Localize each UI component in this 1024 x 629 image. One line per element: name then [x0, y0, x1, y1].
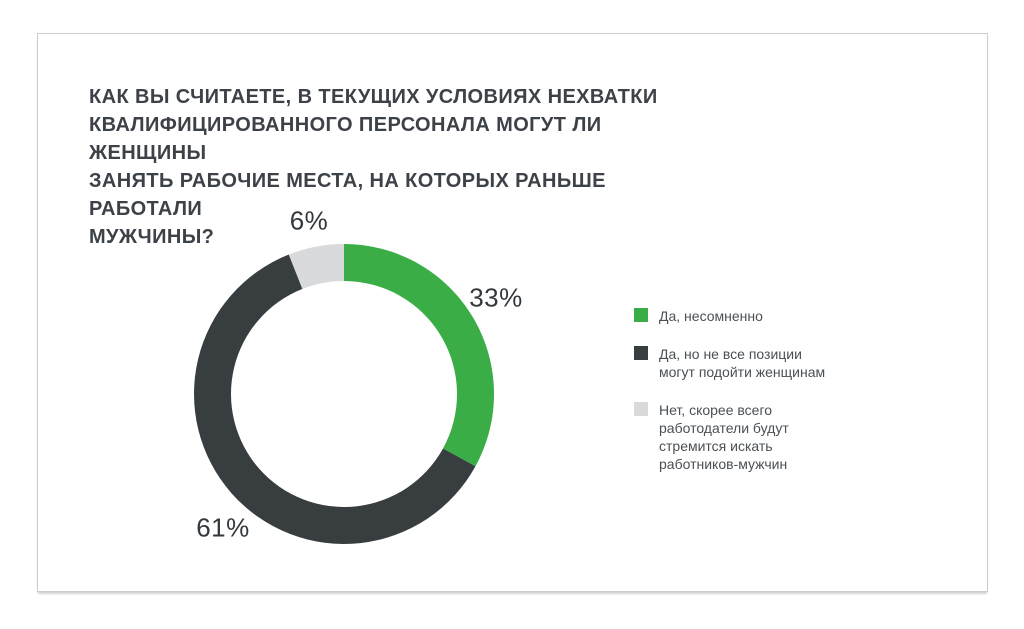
slice-value-label-green: 33% [469, 282, 523, 313]
chart-card: КАК ВЫ СЧИТАЕТЕ, В ТЕКУЩИХ УСЛОВИЯХ НЕХВ… [37, 33, 988, 592]
legend: Да, несомненно Да, но не все позиции мог… [634, 307, 825, 473]
legend-label-yes-partial: Да, но не все позиции могут подойти женщ… [659, 346, 826, 380]
slice-value-label-dark: 61% [196, 512, 250, 543]
donut-slice-2 [288, 244, 344, 289]
chart-title: КАК ВЫ СЧИТАЕТЕ, В ТЕКУЩИХ УСЛОВИЯХ НЕХВ… [89, 86, 658, 248]
legend-label-no: Нет, скорее всего работодатели будут стр… [659, 402, 789, 472]
legend-swatch-dark-icon [634, 346, 648, 360]
donut-chart [194, 244, 495, 545]
donut-slice-0 [344, 244, 495, 467]
legend-item-no: Нет, скорее всего работодатели будут стр… [634, 401, 825, 473]
legend-label-yes: Да, несомненно [659, 308, 763, 324]
slice-value-label-lightgray: 6% [289, 205, 329, 236]
legend-item-yes: Да, несомненно [634, 307, 825, 325]
legend-swatch-green-icon [634, 308, 648, 322]
legend-item-yes-partial: Да, но не все позиции могут подойти женщ… [634, 345, 825, 381]
legend-swatch-lightgray-icon [634, 402, 648, 416]
